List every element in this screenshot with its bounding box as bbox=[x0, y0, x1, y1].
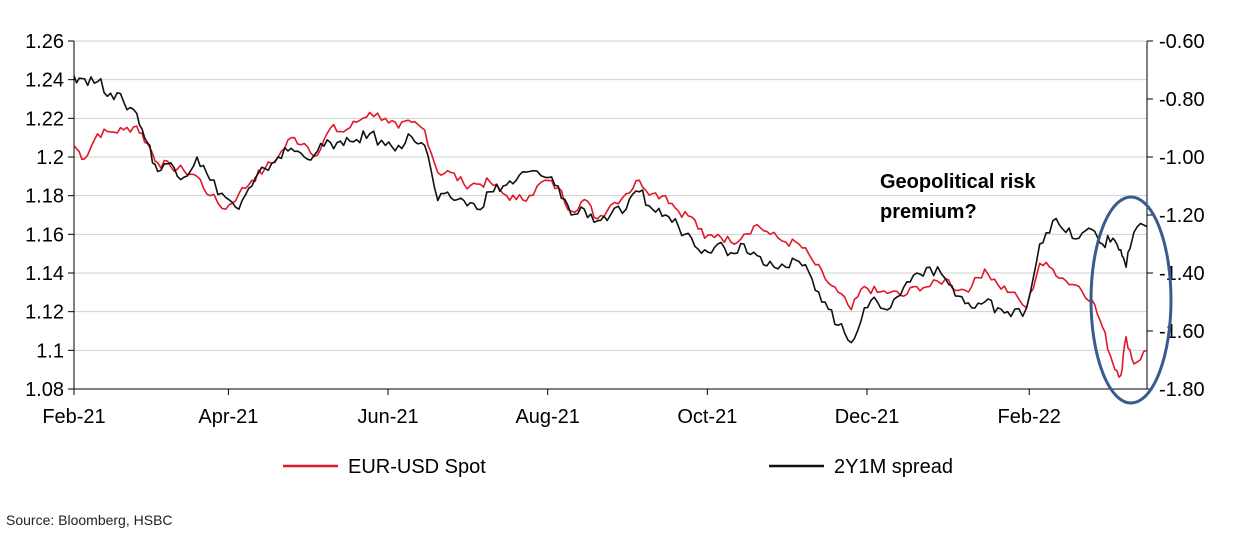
x-tick-label: Feb-22 bbox=[998, 406, 1061, 428]
left-tick-label: 1.16 bbox=[25, 224, 64, 246]
annotation-layer: Geopolitical risk premium? bbox=[880, 171, 1173, 405]
right-tick-label: -0.80 bbox=[1159, 89, 1205, 111]
gridlines bbox=[74, 40, 1147, 351]
right-tick-label: -1.20 bbox=[1159, 205, 1205, 227]
series-line-spread bbox=[73, 75, 1148, 344]
right-tick-label: -1.60 bbox=[1159, 321, 1205, 343]
right-tick-label: -1.40 bbox=[1159, 263, 1205, 285]
left-tick-label: 1.2 bbox=[36, 147, 64, 169]
left-tick-label: 1.14 bbox=[25, 263, 64, 285]
annotation-line-1: Geopolitical risk bbox=[880, 171, 1036, 193]
right-tick-label: -1.80 bbox=[1159, 379, 1205, 401]
x-tick-label: Feb-21 bbox=[42, 406, 105, 428]
right-tick-label: -0.60 bbox=[1159, 31, 1205, 53]
x-tick-label: Aug-21 bbox=[515, 406, 580, 428]
axes: 1.08 1.1 1.12 1.14 1.16 1.18 1.2 1.22 1.24 1.26 -0… bbox=[25, 31, 1205, 428]
highlight-ellipse bbox=[1089, 195, 1173, 405]
right-tick-label: -1.00 bbox=[1159, 147, 1205, 169]
left-tick-label: 1.22 bbox=[25, 108, 64, 130]
legend-label-eurusd: EUR-USD Spot bbox=[348, 456, 486, 478]
legend: EUR-USD Spot 2Y1M spread bbox=[283, 456, 953, 478]
x-tick-label: Dec-21 bbox=[835, 406, 899, 428]
left-tick-label: 1.24 bbox=[25, 70, 64, 92]
series-lines bbox=[73, 75, 1148, 378]
left-tick-label: 1.26 bbox=[25, 31, 64, 53]
left-tick-label: 1.1 bbox=[36, 340, 64, 362]
series-line-eurusd bbox=[73, 111, 1148, 378]
legend-label-spread: 2Y1M spread bbox=[834, 456, 953, 478]
left-tick-label: 1.18 bbox=[25, 186, 64, 208]
left-tick-label: 1.08 bbox=[25, 379, 64, 401]
annotation-line-2: premium? bbox=[880, 201, 977, 223]
left-tick-label: 1.12 bbox=[25, 302, 64, 324]
x-tick-label: Apr-21 bbox=[198, 406, 258, 428]
x-tick-label: Oct-21 bbox=[677, 406, 737, 428]
x-tick-label: Jun-21 bbox=[357, 406, 418, 428]
source-note: Source: Bloomberg, HSBC bbox=[6, 512, 173, 528]
